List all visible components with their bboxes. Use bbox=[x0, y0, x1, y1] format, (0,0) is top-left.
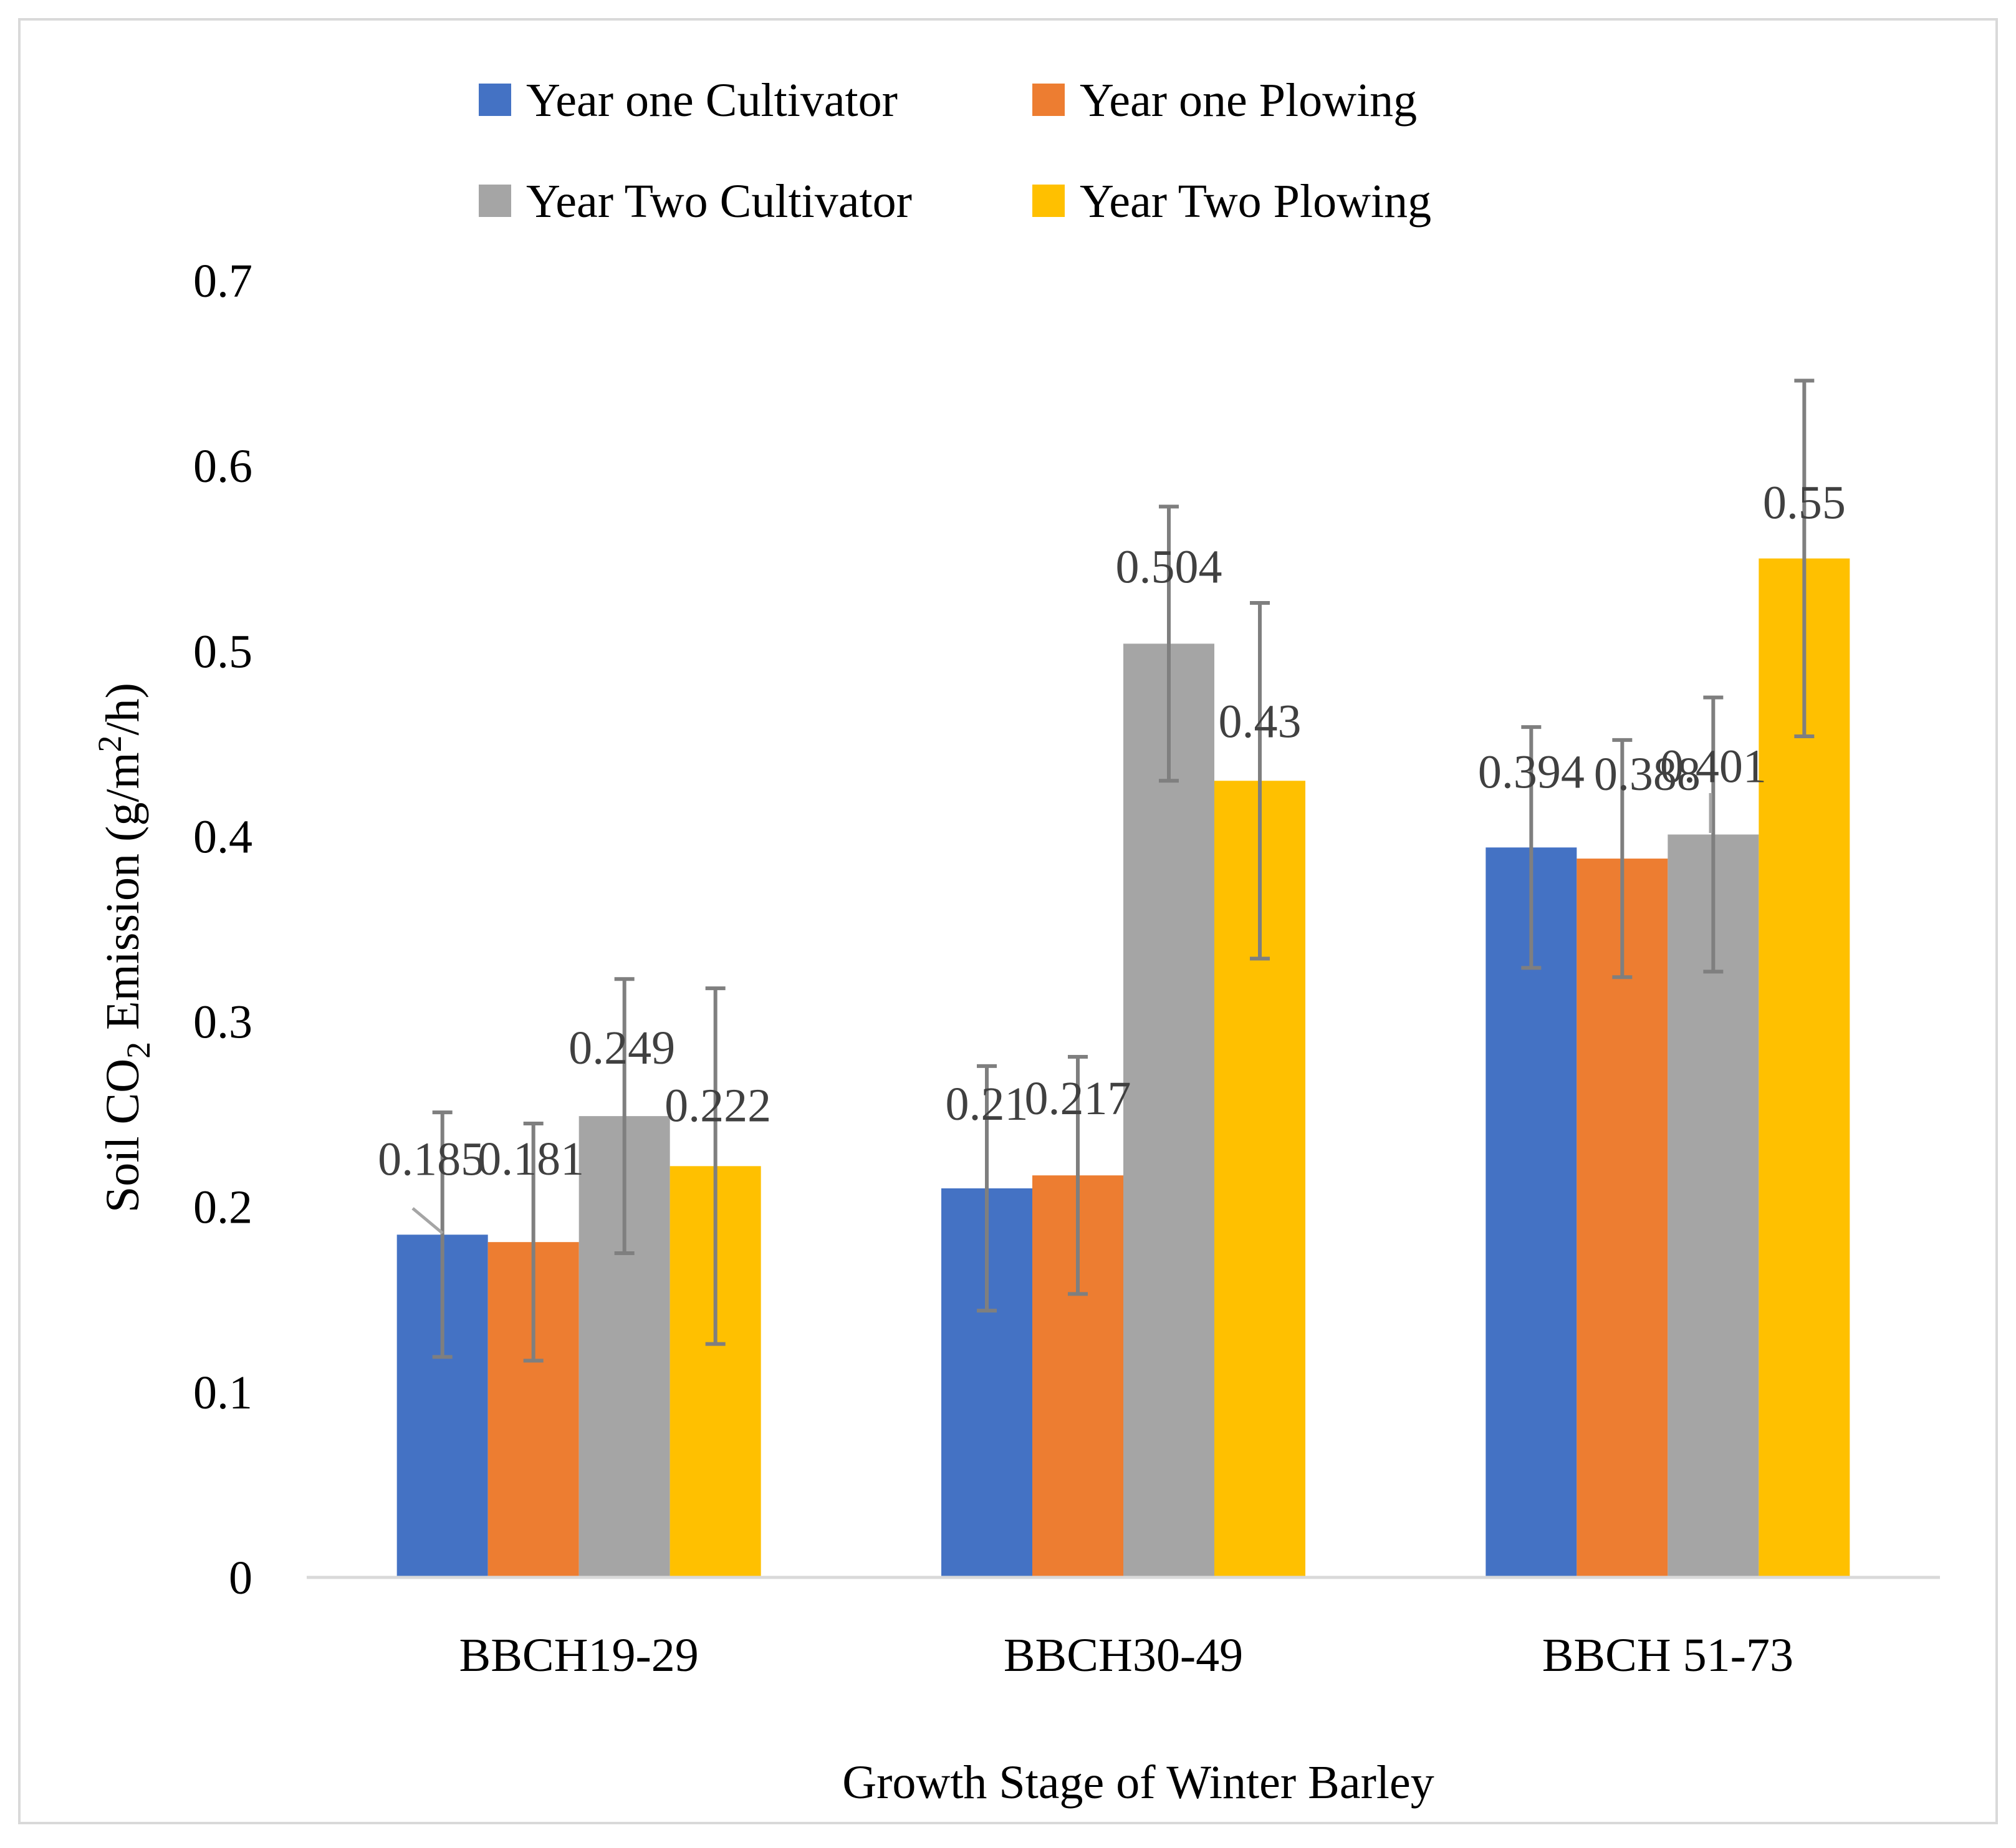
legend-item: Year Two Plowing bbox=[1032, 175, 1431, 228]
y-tick-label: 0.6 bbox=[193, 440, 252, 493]
x-tick-label: BBCH19-29 bbox=[459, 1629, 699, 1682]
label-leader-line bbox=[411, 1207, 444, 1234]
data-label: 0.55 bbox=[1763, 477, 1846, 529]
y-tick-label: 0.4 bbox=[193, 811, 252, 863]
error-bar bbox=[977, 1064, 997, 1313]
plot-area: 0.185 0.21 0.394 0.181 0.217 0.388 0.249 0.504 0… bbox=[307, 378, 1940, 1579]
bar bbox=[1123, 643, 1214, 1577]
data-label: 0.388 bbox=[1594, 748, 1701, 801]
data-label: 0.43 bbox=[1219, 695, 1302, 748]
data-label: 0.181 bbox=[478, 1133, 584, 1185]
data-label: 0.249 bbox=[569, 1022, 675, 1074]
data-label: 0.217 bbox=[1025, 1072, 1131, 1125]
x-tick-label: BBCH30-49 bbox=[1004, 1629, 1243, 1682]
legend-swatch bbox=[479, 84, 511, 116]
legend-label: Year Two Plowing bbox=[1080, 175, 1431, 228]
y-axis-title-part: /h) bbox=[97, 683, 149, 735]
x-tick-label: BBCH 51-73 bbox=[1542, 1629, 1793, 1682]
data-label: 0.21 bbox=[946, 1078, 1029, 1130]
y-axis-title-part: Emission (g/m bbox=[97, 752, 149, 1041]
data-label: 0.394 bbox=[1478, 746, 1585, 798]
data-label: 0.185 bbox=[378, 1133, 484, 1185]
y-axis: 0 0.1 0.2 0.3 0.4 0.5 0.6 0.7 bbox=[193, 255, 252, 1604]
x-axis: BBCH19-29 BBCH30-49 BBCH 51-73 bbox=[459, 1629, 1793, 1682]
legend-swatch bbox=[1032, 84, 1065, 116]
error-bar bbox=[523, 1122, 544, 1363]
y-tick-label: 0.5 bbox=[193, 625, 252, 678]
y-axis-title: Soil CO2 Emission (g/m2/h) bbox=[91, 683, 157, 1213]
legend-swatch bbox=[1032, 185, 1065, 217]
y-axis-title-part: Soil CO bbox=[97, 1059, 149, 1213]
y-tick-label: 0.7 bbox=[193, 255, 252, 307]
error-bar bbox=[1068, 1055, 1088, 1296]
legend: Year one Cultivator Year one Plowing Year … bbox=[479, 74, 1431, 228]
error-bar bbox=[1159, 504, 1179, 783]
y-axis-title-subscript: 2 bbox=[120, 1042, 157, 1059]
y-tick-label: 0.3 bbox=[193, 996, 252, 1049]
error-bar bbox=[1521, 725, 1542, 970]
legend-label: Year Two Cultivator bbox=[526, 175, 912, 228]
error-bar bbox=[1250, 601, 1270, 961]
y-tick-label: 0.2 bbox=[193, 1181, 252, 1234]
error-bar bbox=[705, 986, 726, 1346]
y-axis-title-superscript: 2 bbox=[91, 735, 128, 752]
data-label: 0.401 bbox=[1660, 740, 1767, 792]
error-bar bbox=[1612, 738, 1633, 979]
legend-label: Year one Cultivator bbox=[526, 74, 898, 127]
legend-label: Year one Plowing bbox=[1080, 74, 1417, 127]
x-axis-title: Growth Stage of Winter Barley bbox=[842, 1756, 1434, 1809]
error-bar bbox=[1794, 378, 1815, 738]
y-tick-label: 0.1 bbox=[193, 1367, 252, 1419]
y-tick-label: 0 bbox=[229, 1552, 252, 1604]
data-label: 0.504 bbox=[1116, 541, 1222, 593]
legend-item: Year Two Cultivator bbox=[479, 175, 912, 228]
error-bar bbox=[614, 977, 635, 1255]
data-label: 0.222 bbox=[665, 1079, 771, 1132]
error-bar bbox=[432, 1110, 453, 1359]
legend-swatch bbox=[479, 185, 511, 217]
legend-item: Year one Plowing bbox=[1032, 74, 1417, 127]
error-bar bbox=[1703, 695, 1724, 974]
legend-item: Year one Cultivator bbox=[479, 74, 898, 127]
